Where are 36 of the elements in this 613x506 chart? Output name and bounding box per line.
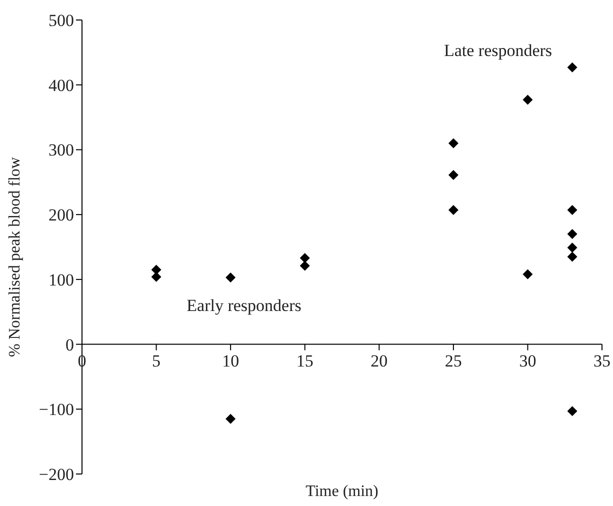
y-tick-label: 100: [48, 270, 74, 290]
y-axis-title: % Normalised peak blood flow: [6, 156, 24, 357]
y-tick-label: −200: [38, 465, 74, 484]
point: [151, 264, 162, 275]
y-tick-label: 300: [48, 140, 74, 160]
x-tick-label: 15: [296, 351, 314, 370]
y-tick-label: −100: [38, 400, 74, 420]
point: [448, 170, 458, 180]
point: [226, 272, 236, 282]
x-tick-label: 5: [152, 351, 161, 370]
point: [567, 229, 578, 240]
x-tick-label: 10: [222, 351, 240, 370]
x-axis-title: Time (min): [306, 483, 378, 500]
point: [448, 138, 458, 148]
x-tick-label: 20: [370, 351, 388, 370]
x-tick-label: 25: [444, 351, 462, 370]
y-tick-label: 0: [66, 335, 74, 354]
y-tick-label: 200: [48, 206, 74, 225]
point: [567, 252, 578, 262]
annotation: Late responders: [444, 41, 552, 60]
point: [300, 253, 310, 264]
y-tick-label: 400: [48, 76, 74, 95]
point: [151, 272, 162, 282]
point: [567, 62, 578, 72]
x-tick-label: 35: [594, 351, 610, 370]
point: [522, 269, 533, 280]
point: [522, 94, 533, 105]
annotation: Early responders: [186, 296, 302, 315]
x-tick-label: 30: [519, 351, 536, 370]
point: [567, 406, 578, 416]
y-tick-label: 500: [48, 11, 74, 30]
point: [226, 414, 236, 424]
point: [300, 260, 310, 271]
point: [448, 205, 458, 216]
point: [567, 205, 578, 216]
point: [567, 242, 578, 253]
